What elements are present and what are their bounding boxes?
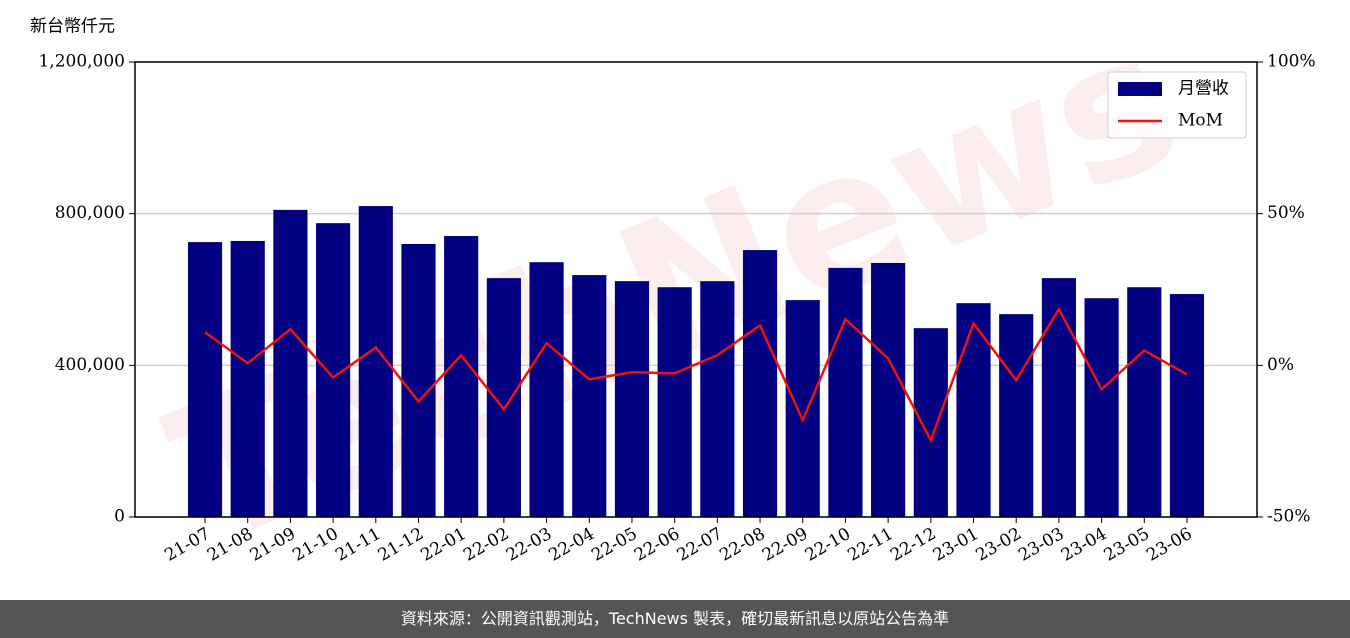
bar — [1169, 294, 1205, 517]
legend-swatch — [1118, 82, 1162, 96]
x-tick-label: 22-07 — [674, 524, 726, 566]
x-tick-label: 22-05 — [588, 524, 640, 566]
x-tick-label: 22-10 — [802, 524, 854, 566]
bar — [614, 281, 650, 517]
x-tick-label: 22-02 — [460, 524, 512, 566]
x-tick-label: 21-07 — [161, 524, 213, 566]
y2-tick-label: 50% — [1267, 203, 1305, 223]
x-tick-label: 22-08 — [716, 524, 768, 566]
footer: 資料來源：公開資訊觀測站，TechNews 製表，確切最新訊息以原站公告為準 — [0, 600, 1350, 638]
x-tick-label: 23-06 — [1143, 524, 1195, 566]
bar — [230, 240, 265, 517]
bar — [529, 262, 564, 517]
y-axis-unit: 新台幣仟元 — [30, 17, 115, 37]
chart: 新台幣仟元 TechNews 0400,000800,0001,200,000-… — [30, 0, 1316, 588]
x-tick-label: 22-01 — [417, 524, 469, 566]
bar — [1127, 287, 1162, 517]
y-tick-label: 800,000 — [55, 203, 125, 223]
bar — [700, 281, 735, 517]
bar — [828, 267, 863, 517]
x-tick-label: 22-03 — [503, 524, 555, 566]
bar — [273, 209, 308, 517]
x-tick-label: 23-01 — [930, 524, 982, 566]
y-tick-label: 1,200,000 — [38, 52, 125, 72]
bar — [657, 287, 692, 517]
y2-tick-label: 100% — [1267, 52, 1316, 72]
bar — [1084, 298, 1119, 517]
x-tick-label: 22-12 — [887, 524, 939, 566]
y-tick-label: 400,000 — [55, 355, 125, 375]
x-tick-label: 23-03 — [1015, 524, 1067, 566]
y-tick-label: 0 — [114, 507, 125, 527]
bar — [1041, 278, 1076, 517]
bar — [486, 278, 521, 517]
x-tick-label: 21-12 — [375, 524, 427, 566]
y2-tick-label: -50% — [1267, 507, 1311, 527]
bar — [999, 314, 1034, 517]
plot-frame — [134, 61, 1258, 518]
x-tick-label: 23-04 — [1058, 524, 1110, 566]
x-tick-label: 23-05 — [1101, 524, 1153, 566]
line — [204, 306, 1188, 444]
bar — [401, 244, 436, 517]
x-tick-label: 22-04 — [546, 524, 598, 566]
bar — [871, 262, 906, 517]
bar — [785, 300, 820, 517]
bar — [742, 250, 778, 518]
bar — [187, 242, 223, 517]
x-tick-label: 22-06 — [631, 524, 683, 566]
bar — [956, 303, 991, 517]
legend-label: 月營收 — [1178, 79, 1229, 99]
x-tick-label: 22-09 — [759, 524, 811, 566]
bar — [572, 275, 607, 517]
y2-tick-label: 0% — [1267, 355, 1294, 375]
bar — [444, 236, 479, 517]
x-tick-label: 22-11 — [844, 524, 896, 566]
bar — [913, 328, 948, 517]
x-tick-label: 23-02 — [973, 524, 1025, 566]
legend-label: MoM — [1178, 111, 1223, 131]
